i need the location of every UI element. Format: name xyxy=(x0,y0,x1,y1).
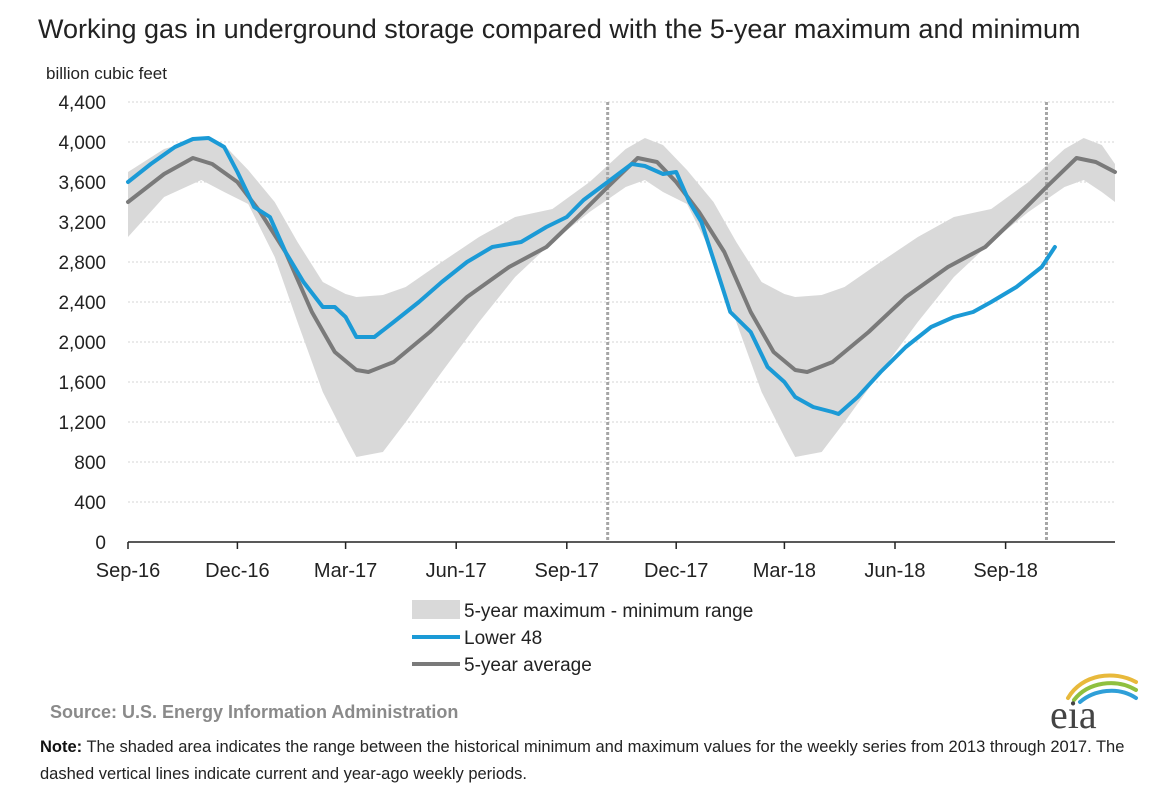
y-tick-label: 3,600 xyxy=(58,173,106,194)
y-tick-label: 3,200 xyxy=(58,213,106,234)
y-tick-label: 4,000 xyxy=(58,133,106,154)
note-text: Note: The shaded area indicates the rang… xyxy=(40,734,1150,788)
x-tick-label: Jun-18 xyxy=(864,560,925,582)
y-tick-labels: 0 400 800 1,200 1,600 2,000 2,400 2,800 3,200 3,6… xyxy=(58,93,106,554)
y-tick-label: 2,800 xyxy=(58,253,106,274)
y-tick-label: 2,400 xyxy=(58,293,106,314)
eia-logo-wordmark: eia xyxy=(1050,692,1097,734)
chart-plot: 0 400 800 1,200 1,600 2,000 2,400 2,800 3,200 3,6… xyxy=(58,93,1117,676)
x-tick-label: Sep-17 xyxy=(535,560,600,582)
chart-title: Working gas in underground storage compa… xyxy=(38,14,1081,44)
range-band-group xyxy=(128,138,1115,457)
y-tick-label: 2,000 xyxy=(58,333,106,354)
x-tick-labels: Sep-16 Dec-16 Mar-17 Jun-17 Sep-17 Dec-17 Mar-… xyxy=(96,560,1038,582)
series-line-lower-48 xyxy=(126,136,1057,416)
legend: 5-year maximum - minimum range Lower 48 … xyxy=(412,600,753,676)
series-line-5-year-average xyxy=(126,156,1117,374)
x-tick-label: Dec-16 xyxy=(205,560,269,582)
y-axis-unit-label: billion cubic feet xyxy=(46,64,167,83)
note-body: The shaded area indicates the range betw… xyxy=(40,738,1125,783)
x-tick-label: Sep-18 xyxy=(973,560,1038,582)
x-tick-label: Sep-16 xyxy=(96,560,161,582)
series-lines xyxy=(126,136,1117,416)
range-band xyxy=(128,138,1115,457)
legend-label-range: 5-year maximum - minimum range xyxy=(464,601,753,622)
y-tick-label: 800 xyxy=(74,453,106,474)
reference-lines xyxy=(606,102,1048,542)
y-tick-label: 1,600 xyxy=(58,373,106,394)
y-tick-label: 0 xyxy=(95,533,106,554)
source-text: Source: U.S. Energy Information Administ… xyxy=(50,702,459,722)
eia-logo-icon: eia xyxy=(1050,673,1138,734)
note-label: Note: xyxy=(40,738,83,756)
legend-label-lower48: Lower 48 xyxy=(464,628,542,649)
legend-swatch-range xyxy=(412,600,460,619)
x-tick-label: Jun-17 xyxy=(426,560,487,582)
y-tick-label: 1,200 xyxy=(58,413,106,434)
x-tick-label: Dec-17 xyxy=(644,560,708,582)
y-tick-label: 400 xyxy=(74,493,106,514)
y-tick-label: 4,400 xyxy=(58,93,106,114)
x-axis xyxy=(127,541,1115,549)
x-tick-label: Mar-17 xyxy=(314,560,377,582)
legend-label-average: 5-year average xyxy=(464,655,592,676)
x-tick-label: Mar-18 xyxy=(753,560,816,582)
